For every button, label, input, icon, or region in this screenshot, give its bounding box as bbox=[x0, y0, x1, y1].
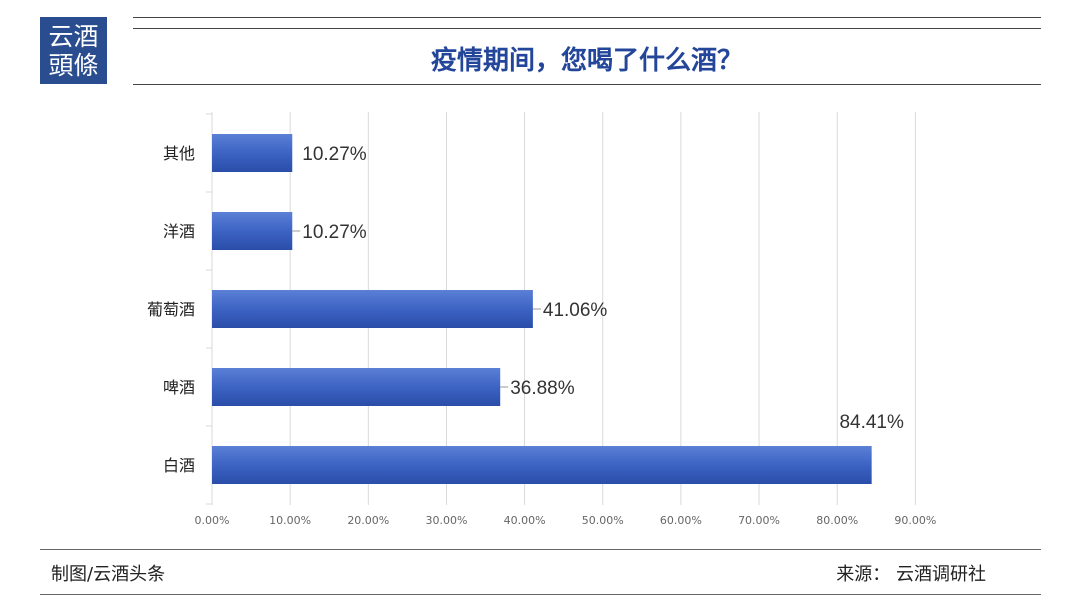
x-tick-label: 50.00% bbox=[582, 514, 624, 527]
category-label: 其他 bbox=[163, 144, 195, 163]
x-tick-label: 30.00% bbox=[425, 514, 467, 527]
x-tick-label: 80.00% bbox=[816, 514, 858, 527]
bar bbox=[212, 290, 533, 328]
page-title: 疫情期间，您喝了什么酒？ bbox=[430, 46, 743, 76]
header-bottom-rule bbox=[133, 84, 1041, 85]
value-label: 10.27% bbox=[302, 222, 367, 243]
header-top-rule bbox=[133, 17, 1041, 18]
x-tick-label: 20.00% bbox=[347, 514, 389, 527]
value-label: 84.41% bbox=[839, 412, 904, 433]
header-second-rule bbox=[133, 28, 1041, 29]
category-label: 洋酒 bbox=[163, 222, 195, 241]
footer-bottom-rule bbox=[40, 594, 1041, 595]
x-tick-label: 0.00% bbox=[195, 514, 230, 527]
footer-top-rule bbox=[40, 549, 1041, 550]
logo-line-1: 云酒 bbox=[48, 21, 99, 51]
x-tick-label: 60.00% bbox=[660, 514, 702, 527]
logo-line-2: 頭條 bbox=[48, 50, 99, 80]
logo: 云酒 頭條 bbox=[40, 17, 107, 84]
x-tick-label: 90.00% bbox=[894, 514, 936, 527]
bar bbox=[212, 212, 293, 250]
value-label: 41.06% bbox=[543, 300, 608, 321]
x-tick-label: 40.00% bbox=[504, 514, 546, 527]
category-label: 白酒 bbox=[163, 456, 195, 475]
bar bbox=[212, 368, 501, 406]
x-tick-label: 10.00% bbox=[269, 514, 311, 527]
value-label: 10.27% bbox=[302, 144, 367, 165]
footer-source: 来源： 云酒调研社 bbox=[836, 564, 986, 585]
value-label: 36.88% bbox=[510, 378, 575, 399]
bar bbox=[212, 134, 293, 172]
category-label: 葡萄酒 bbox=[147, 300, 195, 319]
footer-credit: 制图/云酒头条 bbox=[51, 564, 166, 585]
bar bbox=[212, 446, 872, 484]
category-label: 啤酒 bbox=[163, 378, 195, 397]
x-tick-label: 70.00% bbox=[738, 514, 780, 527]
